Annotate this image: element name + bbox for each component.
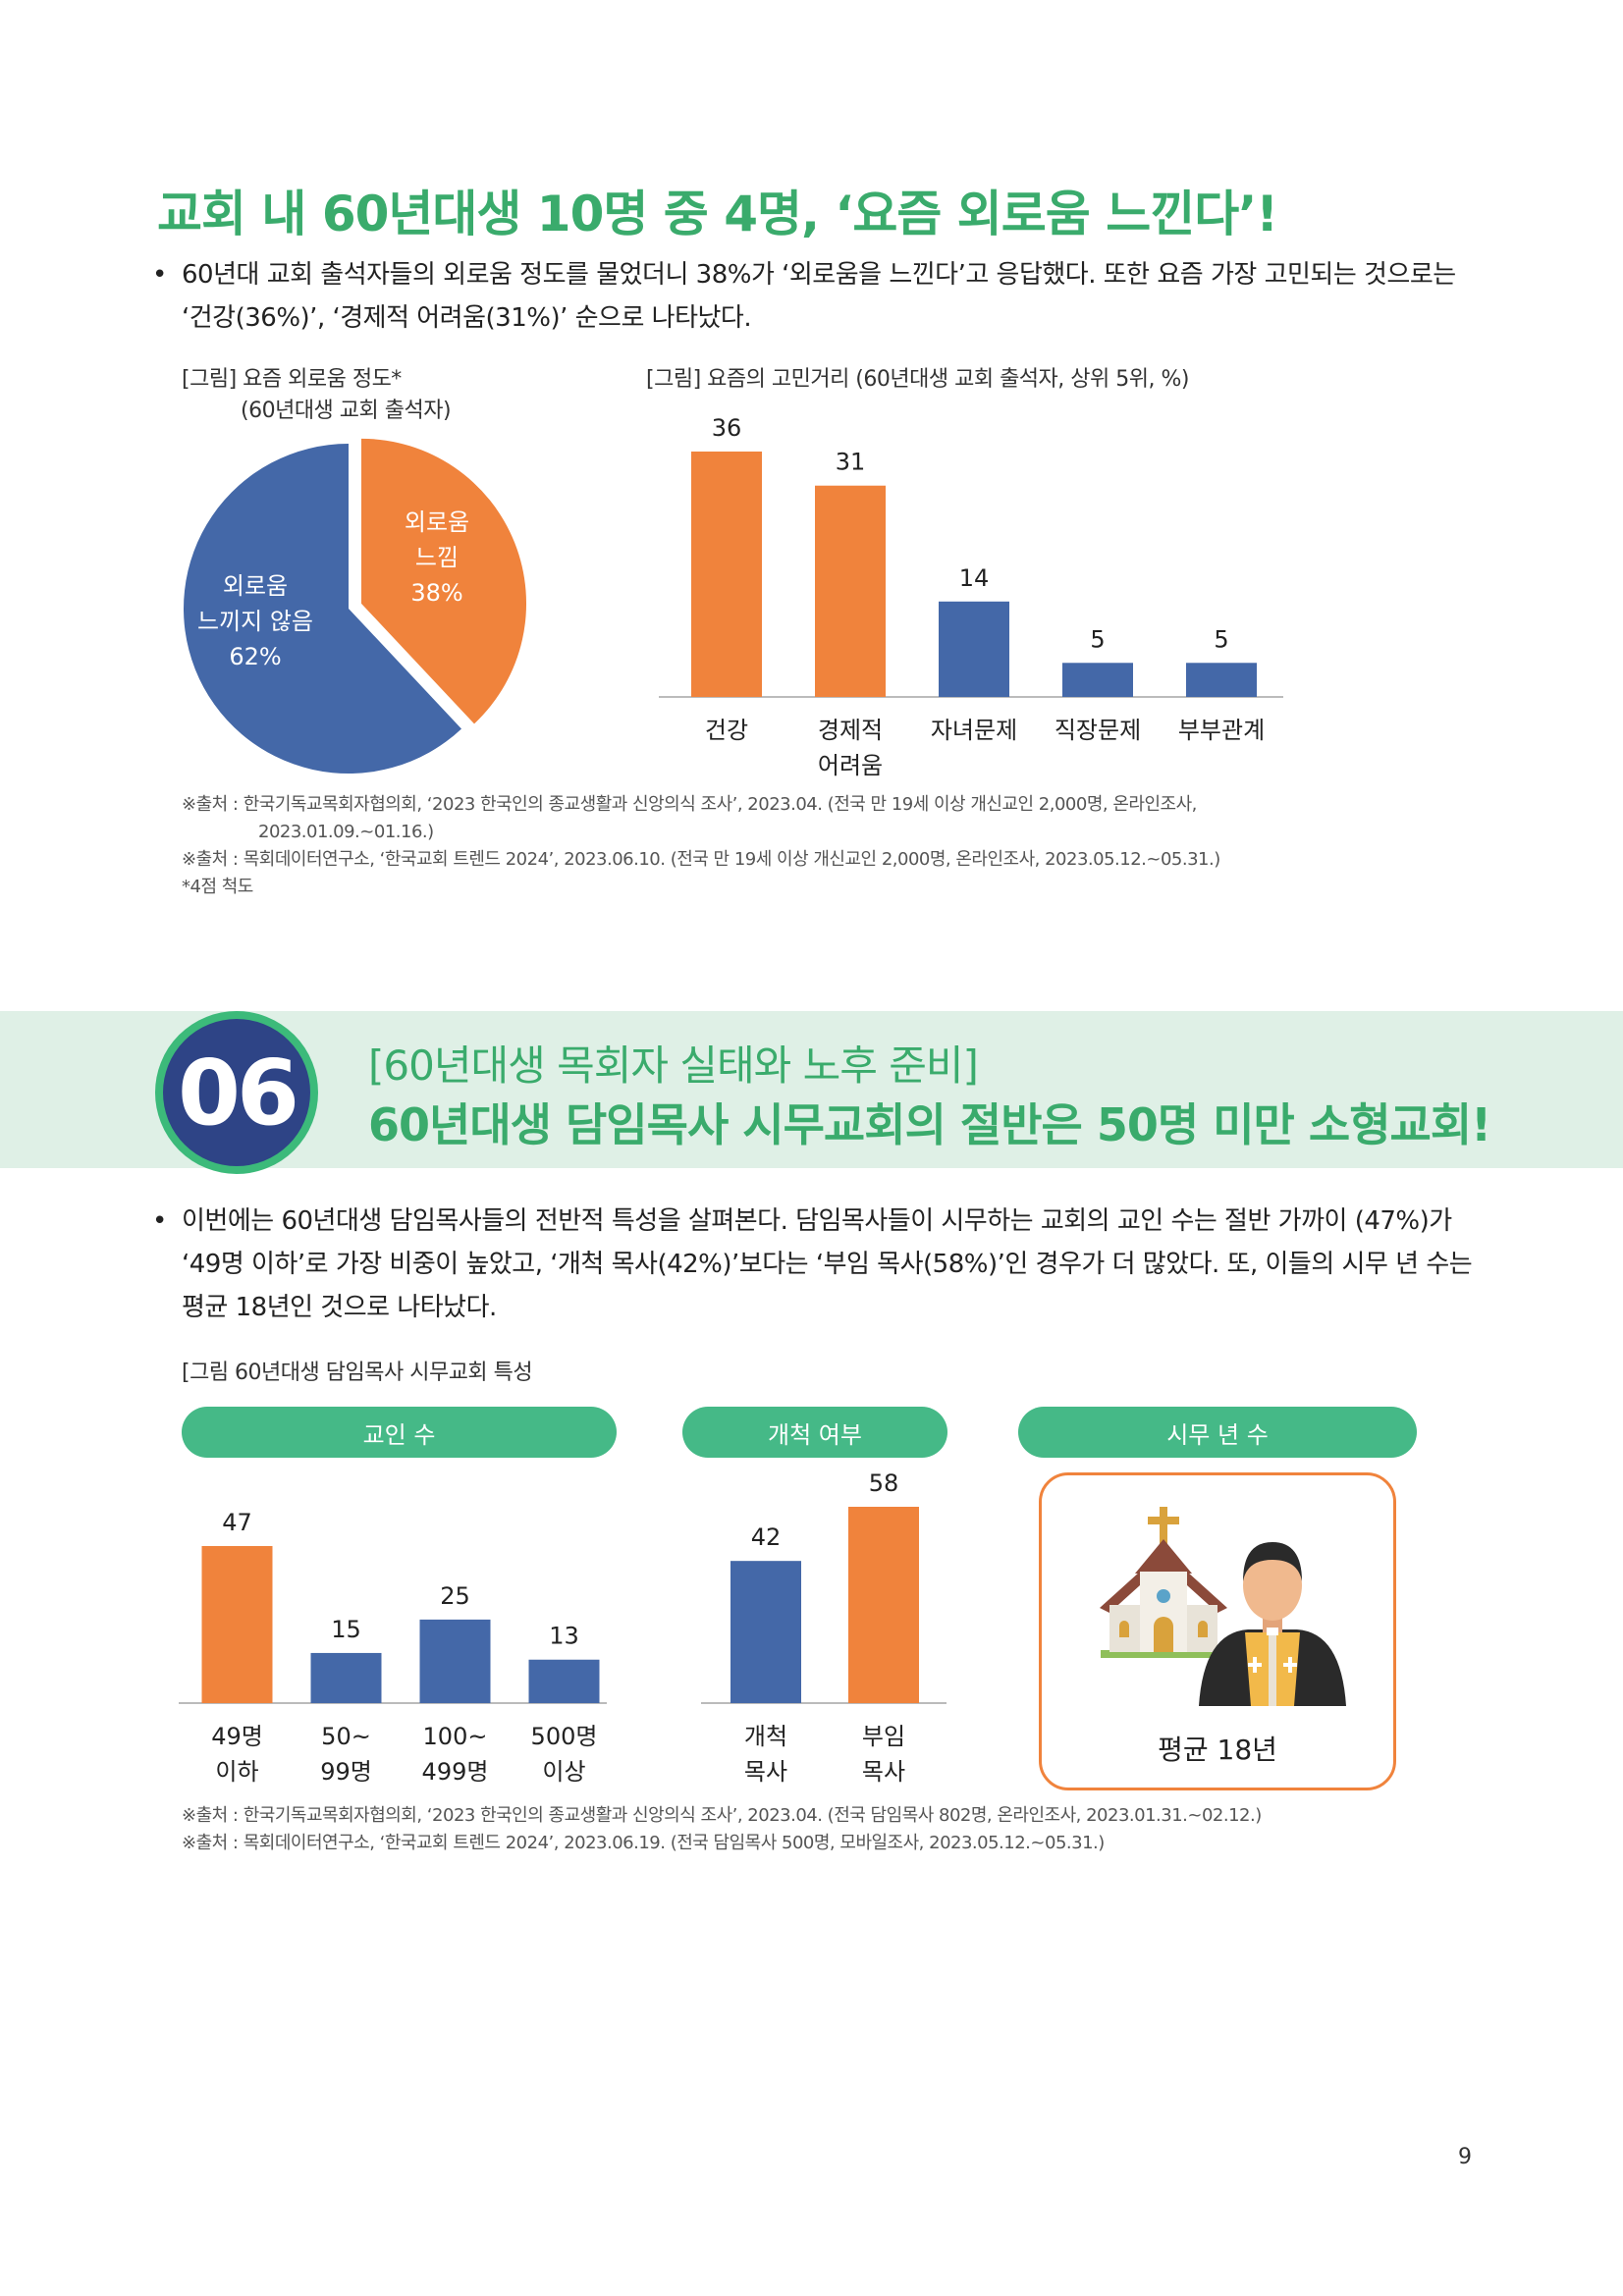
- years-card: 평균 18년: [1039, 1472, 1396, 1790]
- section-heading: 60년대생 담임목사 시무교회의 절반은 50명 미만 소형교회!: [368, 1098, 1491, 1151]
- bar: [201, 1546, 273, 1703]
- section2-paragraph: • 이번에는 60년대생 담임목사들의 전반적 특성을 살펴본다. 담임목사들이…: [152, 1200, 1488, 1329]
- category-label: 어려움: [818, 752, 883, 779]
- bar: [815, 485, 886, 697]
- bar: [528, 1659, 600, 1703]
- pie-figure-label: [그림] 요즘 외로움 정도*: [182, 367, 402, 392]
- category-label: 목사: [862, 1758, 905, 1786]
- pill-members: 교인 수: [182, 1407, 617, 1458]
- pie-slice-label: 느끼지 않음: [197, 608, 313, 635]
- paragraph-text: 이번에는 60년대생 담임목사들의 전반적 특성을 살펴본다. 담임목사들이 시…: [182, 1206, 1473, 1322]
- data-label: 15: [331, 1616, 361, 1643]
- source-line: 2023.01.09.~01.16.): [258, 822, 434, 842]
- source-line: ※출처 : 한국기독교목회자협의회, ‘2023 한국인의 종교생활과 신앙의식…: [182, 794, 1197, 815]
- bullet: •: [152, 260, 167, 290]
- section-subtitle: [60년대생 목회자 실태와 노후 준비]: [368, 1041, 979, 1090]
- section-title: 교회 내 60년대생 10명 중 4명, ‘요즘 외로움 느낀다’!: [157, 186, 1278, 242]
- pie-slice-label: 외로움: [223, 572, 288, 600]
- pill-years: 시무 년 수: [1018, 1407, 1417, 1458]
- category-label: 부임: [862, 1723, 905, 1750]
- bar: [1186, 663, 1257, 697]
- bar: [310, 1652, 382, 1703]
- data-label: 14: [959, 564, 990, 592]
- bar: [1062, 663, 1133, 697]
- data-label: 5: [1214, 625, 1228, 653]
- source-line: ※출처 : 한국기독교목회자협의회, ‘2023 한국인의 종교생활과 신앙의식…: [182, 1805, 1262, 1826]
- data-label: 36: [712, 414, 742, 442]
- page-number: 9: [1458, 2145, 1472, 2169]
- pie-slice-label: 느낌: [415, 544, 459, 571]
- sources-block-1: ※출처 : 한국기독교목회자협의회, ‘2023 한국인의 종교생활과 신앙의식…: [182, 791, 1220, 901]
- category-label: 목사: [744, 1758, 787, 1786]
- category-label: 100~: [423, 1723, 488, 1750]
- bullet: •: [152, 1206, 167, 1236]
- category-label: 49명: [211, 1723, 263, 1750]
- data-label: 13: [549, 1623, 579, 1650]
- source-line: ※출처 : 목회데이터연구소, ‘한국교회 트렌드 2024’, 2023.06…: [182, 849, 1220, 870]
- data-label: 5: [1090, 625, 1105, 653]
- data-label: 31: [836, 449, 866, 476]
- pie-slice-label: 38%: [410, 579, 462, 607]
- pie-slice: [184, 444, 462, 774]
- category-label: 건강: [705, 717, 748, 744]
- intro-paragraph: • 60년대 교회 출석자들의 외로움 정도를 물었더니 38%가 ‘외로움을 …: [152, 253, 1488, 340]
- category-label: 자녀문제: [931, 717, 1017, 744]
- bar-figure-label: [그림] 요즘의 고민거리 (60년대생 교회 출석자, 상위 5위, %): [646, 367, 1189, 392]
- pill-pioneer: 개척 여부: [682, 1407, 947, 1458]
- bar: [419, 1619, 491, 1703]
- data-label: 47: [222, 1509, 252, 1536]
- category-label: 직장문제: [1055, 717, 1141, 744]
- paragraph-text: 60년대 교회 출석자들의 외로움 정도를 물었더니 38%가 ‘외로움을 느낀…: [182, 260, 1456, 333]
- data-label: 42: [751, 1523, 782, 1551]
- bar: [848, 1507, 919, 1703]
- pie-figure-sublabel: (60년대생 교회 출석자): [241, 399, 452, 423]
- category-label: 99명: [320, 1758, 372, 1786]
- source-line: ※출처 : 목회데이터연구소, ‘한국교회 트렌드 2024’, 2023.06…: [182, 1833, 1105, 1853]
- figure-label: [그림 60년대생 담임목사 시무교회 특성: [182, 1361, 533, 1385]
- section-number-badge: 06: [155, 1011, 318, 1174]
- category-label: 이상: [542, 1758, 585, 1786]
- church-icon: [1100, 1507, 1248, 1658]
- pie-slice-label: 62%: [229, 643, 281, 670]
- data-label: 58: [869, 1469, 899, 1497]
- footnote: *4점 척도: [182, 877, 253, 897]
- pie-slice-label: 외로움: [405, 508, 469, 536]
- category-label: 50~: [321, 1723, 371, 1750]
- category-label: 경제적: [818, 717, 883, 744]
- category-label: 499명: [422, 1758, 489, 1786]
- category-label: 이하: [215, 1758, 258, 1786]
- category-label: 개척: [744, 1723, 787, 1750]
- sources-block-2: ※출처 : 한국기독교목회자협의회, ‘2023 한국인의 종교생활과 신앙의식…: [182, 1802, 1262, 1857]
- pie-slice: [361, 438, 527, 724]
- bar: [939, 601, 1009, 697]
- average-years-label: 평균 18년: [1158, 1734, 1277, 1766]
- pastor-icon: [1199, 1542, 1346, 1706]
- data-label: 25: [440, 1582, 470, 1610]
- bar: [730, 1561, 801, 1703]
- category-label: 부부관계: [1178, 717, 1265, 744]
- category-label: 500명: [531, 1723, 598, 1750]
- church-pastor-illustration: [1100, 1507, 1346, 1706]
- bar: [691, 452, 762, 697]
